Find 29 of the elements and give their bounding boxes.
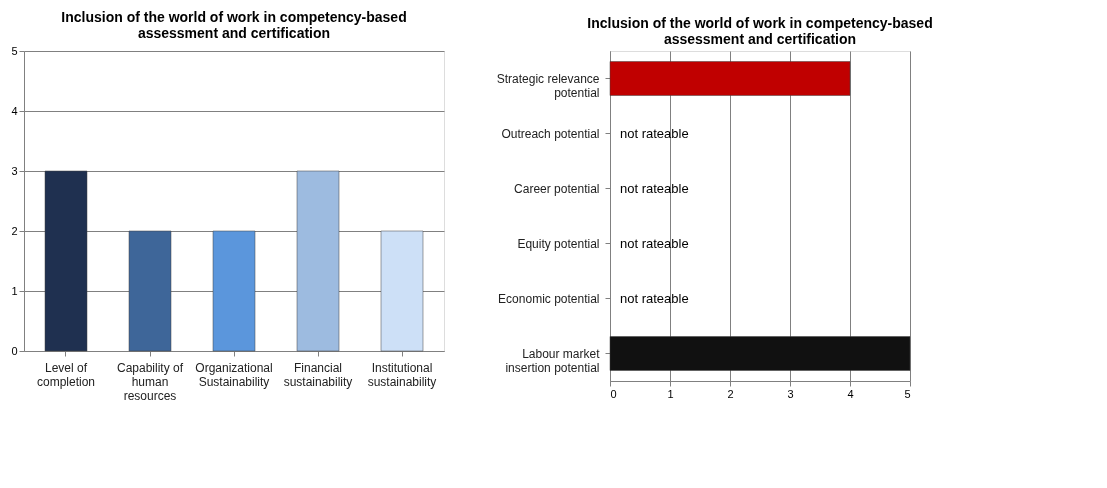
text: not rateable xyxy=(620,125,689,141)
y-tick-label: 2 xyxy=(11,224,18,237)
text: not rateable xyxy=(620,290,689,306)
chart-title: Inclusion of the world of work in competency-based assessment and certification xyxy=(587,15,933,47)
x-tick-label: 1 xyxy=(667,387,674,400)
x-tick-label: Capability of human resources xyxy=(116,360,184,403)
y-tick-label: Strategic relevance potential xyxy=(496,71,600,100)
x-tick-label: 3 xyxy=(787,387,794,400)
x-tick-label: 5 xyxy=(904,387,911,400)
y-tick-label: Equity potential xyxy=(517,236,600,251)
x-tick-label: 0 xyxy=(610,387,617,400)
y-tick-label: 4 xyxy=(11,104,18,117)
y-tick-label: 0 xyxy=(11,344,18,357)
x-tick-label: Organizational Sustainability xyxy=(195,360,273,389)
y-tick-label: Outreach potential xyxy=(501,126,600,141)
y-tick-label: 3 xyxy=(11,164,18,177)
x-tick-label: Financial sustainability xyxy=(283,360,353,389)
chart-title: Inclusion of the world of work in competency-based assessment and certification xyxy=(61,9,407,41)
y-tick-label: Labour market insertion potential xyxy=(505,346,601,375)
y-tick-label: Career potential xyxy=(514,181,600,196)
text: not rateable xyxy=(620,180,689,196)
x-tick-label: 2 xyxy=(727,387,734,400)
x-tick-label: 4 xyxy=(847,387,854,400)
x-tick-label: Level of completion xyxy=(36,360,96,389)
y-tick-label: 1 xyxy=(11,284,18,297)
y-tick-label: Economic potential xyxy=(498,291,600,306)
y-tick-label: 5 xyxy=(11,44,18,57)
x-tick-label: Institutional sustainability xyxy=(367,360,437,389)
text: not rateable xyxy=(620,235,689,251)
